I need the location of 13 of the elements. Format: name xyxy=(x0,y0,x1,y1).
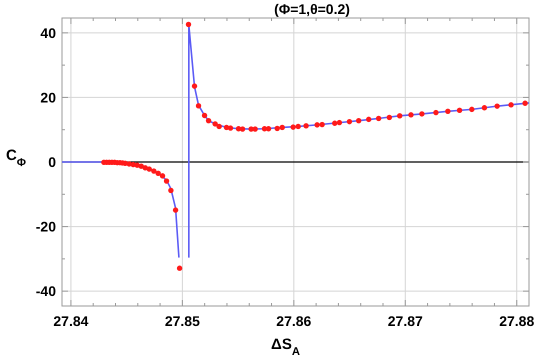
y-tick-label: -40 xyxy=(36,283,56,300)
x-tick-label: 27.88 xyxy=(499,313,534,329)
chart-title: (Φ=1,θ=0.2) xyxy=(274,1,350,17)
x-tick-label: 27.86 xyxy=(276,313,312,329)
y-axis-title: C$_{Φ}$ xyxy=(6,147,26,169)
y-tick-label: 20 xyxy=(40,89,56,106)
x-tick-label: 27.87 xyxy=(388,313,424,329)
x-tick-label: 27.84 xyxy=(53,313,89,329)
x-tick-label: 27.85 xyxy=(164,313,200,329)
y-tick-label: 40 xyxy=(40,24,56,41)
y-tick-label: -20 xyxy=(36,218,56,235)
y-tick-label: 0 xyxy=(48,154,56,170)
x-axis-title: ΔS$_{A}$ xyxy=(271,336,300,355)
